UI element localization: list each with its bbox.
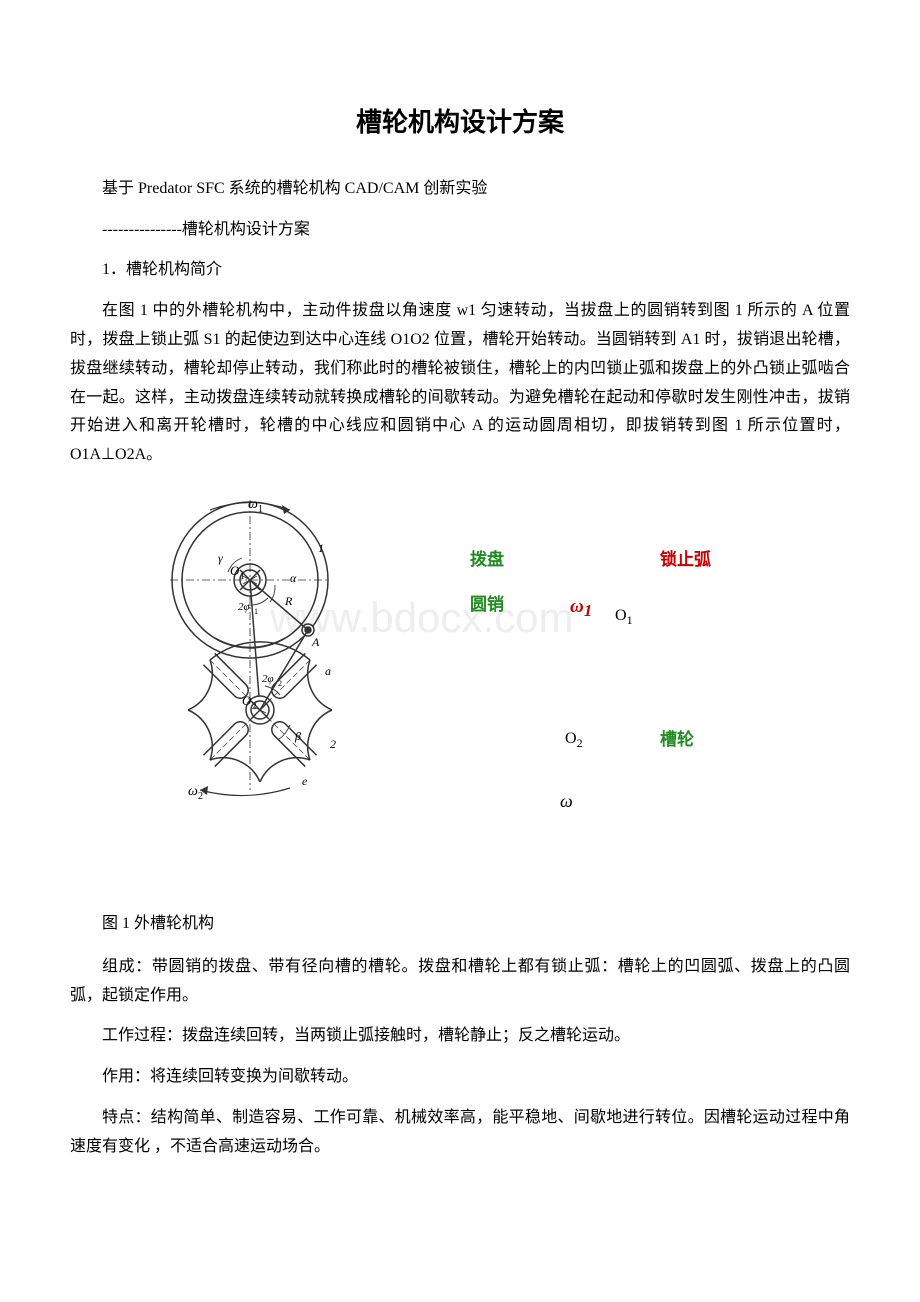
svg-text:1: 1 [240, 571, 245, 581]
svg-text:2: 2 [252, 701, 257, 711]
label-o1: O [615, 607, 627, 624]
svg-text:ω: ω [248, 497, 258, 512]
label-yuanxiao: 圆销 [470, 595, 504, 614]
paragraph-compose: 组成：带圆销的拨盘、带有径向槽的槽轮。拨盘和槽轮上都有锁止弧：槽轮上的凹圆弧、拨… [70, 953, 850, 1011]
svg-text:1: 1 [254, 607, 258, 616]
section-heading: 1．槽轮机构简介 [70, 256, 850, 285]
paragraph-process: 工作过程：拨盘连续回转，当两锁止弧接触时，槽轮静止；反之槽轮运动。 [70, 1022, 850, 1051]
label-omega: ω [560, 791, 573, 811]
svg-text:2: 2 [330, 737, 336, 751]
svg-text:A: A [311, 635, 320, 649]
svg-text:1: 1 [318, 541, 324, 555]
svg-text:2: 2 [198, 791, 203, 802]
svg-text:α: α [290, 571, 297, 585]
svg-text:2φ: 2φ [238, 601, 250, 613]
svg-text:2: 2 [278, 679, 282, 688]
paragraph-function: 作用：将连续回转变换为间歇转动。 [70, 1063, 850, 1092]
svg-text:1: 1 [258, 504, 263, 515]
subtitle-text: 基于 Predator SFC 系统的槽轮机构 CAD/CAM 创新实验 [70, 175, 850, 204]
figure-1-container: www.bdocx.com [70, 490, 850, 850]
paragraph-feature: 特点：结构简单、制造容易、工作可靠、机械效率高，能平稳地、间歇地进行转位。因槽轮… [70, 1104, 850, 1162]
svg-text:a: a [325, 664, 331, 678]
svg-text:O: O [242, 693, 252, 708]
label-suozhihu: 锁止弧 [660, 550, 711, 569]
svg-text:R: R [284, 594, 293, 608]
svg-text:β: β [294, 729, 301, 743]
svg-text:γ: γ [218, 551, 223, 565]
label-omega1-sub: 1 [584, 601, 593, 620]
page-title: 槽轮机构设计方案 [70, 100, 850, 147]
svg-text:2φ: 2φ [262, 673, 274, 685]
label-bopan: 拨盘 [470, 550, 504, 569]
label-omega1: ω [570, 596, 584, 617]
label-o2-sub: 2 [577, 736, 583, 750]
figure-caption: 图 1 外槽轮机构 [70, 910, 850, 939]
geneva-mechanism-diagram: ω 1 O 1 γ α R 2φ 1 A O 2 2φ 2 β a ω 2 1 … [130, 490, 410, 810]
svg-text:ω: ω [188, 784, 198, 799]
label-caolun: 槽轮 [660, 730, 694, 749]
svg-text:O: O [230, 563, 240, 578]
dashed-heading: ---------------槽轮机构设计方案 [70, 216, 850, 245]
label-o2: O [565, 730, 577, 747]
svg-text:e: e [302, 774, 308, 788]
paragraph-intro: 在图 1 中的外槽轮机构中，主动件拔盘以角速度 w1 匀速转动，当拔盘上的圆销转… [70, 297, 850, 470]
label-o1-sub: 1 [627, 613, 633, 627]
